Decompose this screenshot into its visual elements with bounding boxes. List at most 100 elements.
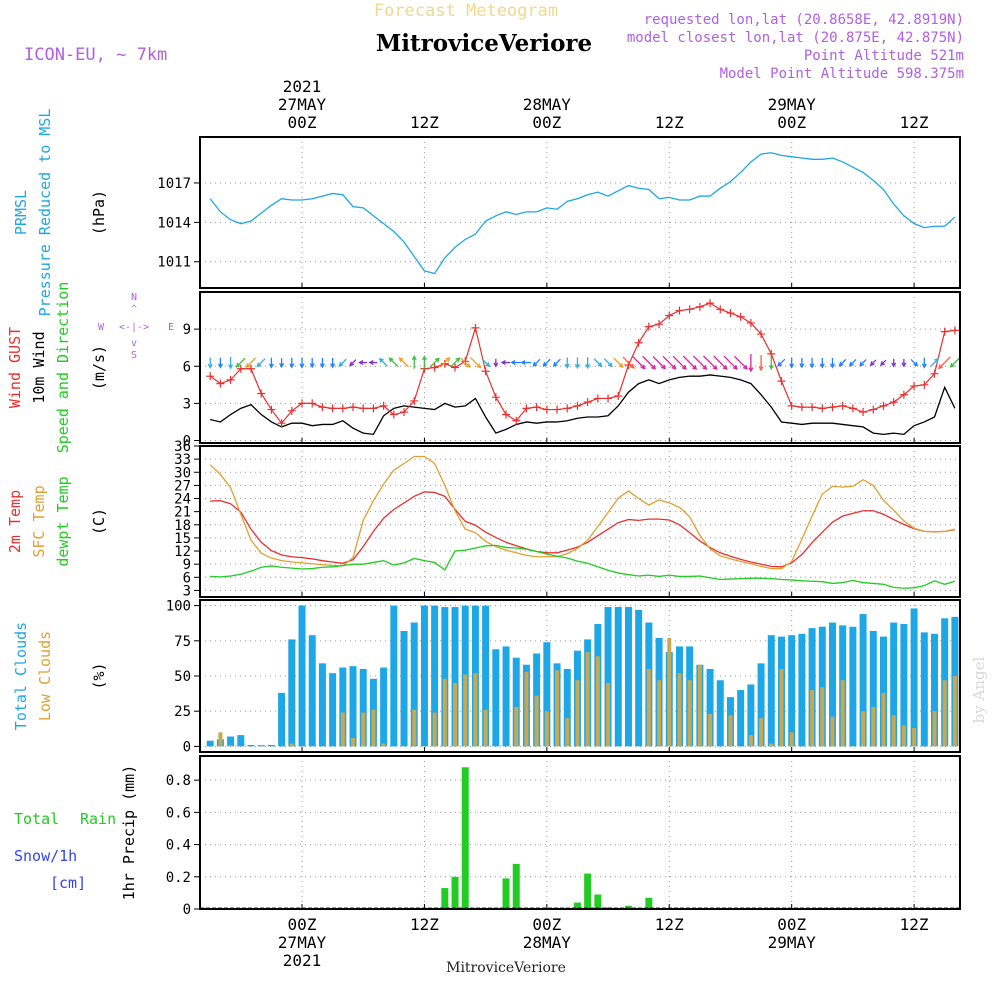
total-cloud-bar xyxy=(543,642,551,747)
y-axis-label: Pressure Reduced to MSL xyxy=(36,109,54,317)
total-cloud-bar xyxy=(910,608,918,747)
arrow-shaft xyxy=(379,358,388,367)
low-cloud-bar xyxy=(789,732,794,747)
wind-gust-marker xyxy=(685,305,694,314)
bottom-time-label: 12Z xyxy=(410,915,439,934)
arrow-shaft xyxy=(553,358,561,367)
wind-direction-arrow xyxy=(723,355,738,370)
arrow-head xyxy=(279,363,285,369)
wind-direction-arrow xyxy=(938,356,951,370)
y-axis-label: Total Clouds xyxy=(12,622,30,730)
y-tick-label: 6 xyxy=(183,570,191,586)
arrow-shaft xyxy=(470,357,481,368)
low-cloud-bar xyxy=(677,673,682,747)
wind-gust-marker xyxy=(369,404,378,413)
low-cloud-bar xyxy=(952,676,957,747)
bottom-time-label: 27MAY xyxy=(278,933,327,952)
wind-gust-marker xyxy=(746,318,755,327)
total-cloud-bar xyxy=(920,632,928,747)
arrow-head xyxy=(235,362,241,368)
wind-gust-marker xyxy=(818,404,827,413)
low-cloud-bar xyxy=(432,712,437,747)
precip-bar xyxy=(645,897,653,909)
wind-direction-arrow xyxy=(411,354,417,369)
low-cloud-bar xyxy=(769,743,774,747)
arrow-shaft xyxy=(938,356,951,369)
wind-gust-marker xyxy=(665,311,674,320)
y-tick-label: 12 xyxy=(174,544,191,560)
low-cloud-bar xyxy=(779,668,784,747)
wind-gust-marker xyxy=(328,404,337,413)
low-cloud-bar xyxy=(595,656,600,747)
y-tick-label: 30 xyxy=(174,465,191,481)
wind-gust-marker xyxy=(777,377,786,386)
wind-direction-arrow xyxy=(848,358,857,367)
arrow-head xyxy=(913,361,919,367)
wind-direction-arrow xyxy=(279,358,285,369)
low-cloud-bar xyxy=(565,718,570,747)
wind-direction-arrow xyxy=(309,358,315,369)
wind-direction-arrow xyxy=(838,358,847,367)
y-tick-label: 33 xyxy=(174,452,191,468)
wind-direction-arrow xyxy=(662,355,677,370)
low-cloud-bar xyxy=(861,711,866,747)
arrow-head xyxy=(309,363,315,369)
wind-direction-arrow xyxy=(552,358,561,367)
arrow-head xyxy=(245,363,251,369)
wind-direction-arrow xyxy=(613,357,624,368)
location-name: MitroviceVeriore xyxy=(376,30,592,57)
precip-bar xyxy=(573,902,581,909)
wind-gust-marker xyxy=(634,338,643,347)
wind-direction-arrow xyxy=(429,357,440,368)
precip-bar xyxy=(584,873,592,909)
precip-bar xyxy=(624,905,632,909)
wind-direction-arrow xyxy=(682,355,698,370)
low-cloud-bar xyxy=(361,712,366,747)
low-cloud-bar xyxy=(932,711,937,747)
wind-gust-marker xyxy=(604,394,613,403)
panels: 1011 1014 1017 PRMSL Pressure Reduced to MSL… xyxy=(6,77,961,970)
arrow-head xyxy=(607,362,613,368)
total-cloud-bar xyxy=(900,623,908,747)
total-cloud-bar xyxy=(227,736,235,747)
total-cloud-bar xyxy=(288,639,296,747)
total-cloud-bar xyxy=(869,630,877,747)
low-cloud-bar xyxy=(340,712,345,747)
top-time-label: 12Z xyxy=(655,113,684,132)
arrow-head xyxy=(228,364,234,370)
arrow-head xyxy=(692,364,698,370)
requested-coords: requested lon,lat (20.8658E, 42.8919N) xyxy=(644,12,964,28)
total-cloud-bar xyxy=(890,622,898,747)
bottom-time-label: 12Z xyxy=(900,915,929,934)
wind-gust-marker xyxy=(614,391,623,400)
wind-direction-arrow xyxy=(672,355,687,370)
total-cloud-bar xyxy=(849,626,857,747)
y-tick-label: 25 xyxy=(174,704,191,720)
low-cloud-bar xyxy=(473,673,478,747)
low-cloud-bar xyxy=(534,695,539,747)
wind-direction-arrow xyxy=(809,357,815,369)
wind-direction-arrow xyxy=(799,357,805,369)
precip-bar xyxy=(451,876,459,909)
arrow-head xyxy=(338,361,344,367)
top-time-label: 00Z xyxy=(288,113,317,132)
wind-gust-marker xyxy=(675,306,684,315)
arrow-shaft xyxy=(777,358,786,367)
arrow-head xyxy=(564,363,570,369)
low-cloud-bar xyxy=(697,664,702,747)
arrow-head xyxy=(542,361,548,367)
temp-2m-line xyxy=(210,491,956,568)
arrow-head xyxy=(378,357,384,363)
y-tick-label: 24 xyxy=(174,492,191,508)
model-altitude: Model Point Altitude 598.375m xyxy=(720,66,964,82)
wind-gust-marker xyxy=(593,394,602,403)
wind-gust-marker xyxy=(869,405,878,414)
arrow-head xyxy=(289,363,295,369)
arrow-head xyxy=(768,364,774,371)
y-tick-label: 0.6 xyxy=(166,805,191,821)
wind-gust-marker xyxy=(410,396,419,405)
footer-location: MitroviceVeriore xyxy=(446,960,566,976)
wind-direction-arrow xyxy=(349,359,357,367)
low-cloud-bar xyxy=(544,711,549,747)
total-cloud-bar xyxy=(441,607,449,747)
